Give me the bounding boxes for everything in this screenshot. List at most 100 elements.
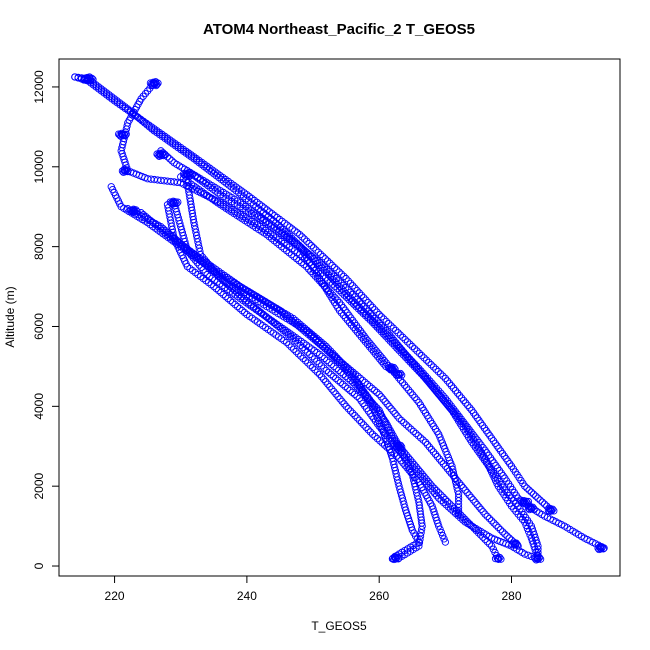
data-point [144, 215, 152, 223]
data-point [342, 274, 350, 283]
data-point [520, 496, 528, 505]
data-point [220, 177, 228, 185]
data-point [414, 366, 423, 374]
data-point [315, 350, 324, 359]
data-point [160, 150, 169, 158]
data-point [432, 365, 440, 373]
data-point [217, 175, 225, 184]
data-point [272, 320, 280, 329]
data-point [314, 338, 322, 347]
data-point [427, 445, 436, 454]
data-point [373, 434, 382, 443]
data-point [329, 291, 337, 299]
data-point [503, 532, 511, 540]
data-point [313, 256, 321, 265]
data-point [335, 268, 343, 276]
data-point [449, 472, 457, 480]
x-tick-label: 220 [105, 589, 125, 603]
data-point [496, 553, 504, 562]
data-point [287, 343, 295, 351]
data-point [286, 223, 294, 231]
data-point [310, 355, 319, 363]
data-point [346, 279, 355, 288]
data-point [492, 521, 500, 529]
data-point [296, 341, 304, 349]
data-point [375, 390, 383, 398]
data-point [365, 343, 374, 351]
data-point [342, 293, 351, 302]
data-point [331, 282, 339, 290]
data-point [407, 388, 415, 397]
data-point [341, 284, 350, 292]
data-point [351, 284, 359, 292]
data-point [437, 393, 445, 401]
data-point [392, 339, 400, 347]
data-point [390, 555, 398, 564]
data-point [420, 373, 429, 381]
data-point [332, 374, 340, 383]
data-point [373, 321, 381, 329]
data-point [308, 353, 316, 361]
data-point [333, 284, 341, 293]
data-point [523, 524, 532, 533]
data-point [385, 402, 393, 410]
data-point [210, 267, 219, 276]
data-point [371, 314, 379, 323]
data-point [527, 552, 535, 561]
data-point [357, 388, 366, 396]
data-point [423, 440, 432, 449]
data-point [283, 221, 291, 229]
data-point [353, 392, 361, 400]
data-point [451, 387, 460, 395]
data-point [353, 328, 362, 336]
data-point [303, 248, 311, 257]
data-point [306, 361, 314, 369]
data-point [389, 407, 397, 415]
data-point [382, 317, 390, 325]
data-point [392, 326, 400, 335]
y-tick-label: 2000 [32, 473, 46, 500]
data-point [373, 308, 381, 316]
data-point [339, 281, 347, 290]
data-point [313, 274, 322, 283]
data-point [297, 324, 305, 333]
data-point [340, 272, 348, 281]
data-point [457, 481, 465, 490]
data-point [435, 455, 444, 463]
data-point [250, 196, 259, 205]
data-point [433, 452, 442, 461]
data-point [262, 312, 270, 321]
data-point [435, 494, 443, 502]
data-point [406, 340, 414, 348]
data-point [265, 208, 274, 216]
data-point [426, 377, 434, 385]
x-tick-label: 260 [369, 589, 389, 603]
data-point [282, 246, 291, 255]
data-point [404, 353, 412, 362]
data-point [517, 497, 525, 506]
data-point [80, 76, 88, 84]
data-point [339, 370, 347, 379]
data-point [247, 300, 255, 309]
data-point [364, 298, 372, 307]
data-point [376, 355, 384, 363]
data-point [525, 505, 534, 514]
data-point [398, 379, 407, 387]
data-point [384, 329, 392, 337]
data-point [413, 347, 421, 355]
data-point [521, 550, 529, 558]
data-point [153, 150, 161, 158]
data-point [263, 231, 271, 239]
data-point [363, 380, 372, 389]
data-point [381, 429, 389, 438]
data-point [301, 357, 310, 365]
data-point [314, 248, 322, 256]
data-point [402, 421, 410, 429]
data-point [360, 421, 368, 429]
data-point [323, 346, 331, 355]
data-point [416, 368, 425, 376]
data-point [411, 473, 419, 482]
data-point [330, 352, 338, 361]
data-point [326, 259, 334, 267]
data-point [447, 505, 455, 513]
